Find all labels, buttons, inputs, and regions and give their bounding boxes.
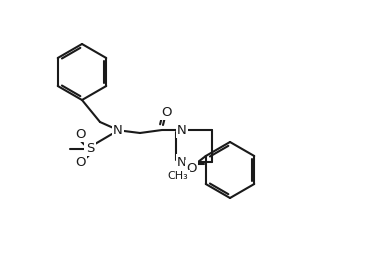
Text: N: N — [113, 123, 123, 137]
Text: CH₃: CH₃ — [168, 171, 188, 181]
Text: S: S — [86, 141, 94, 154]
Text: N: N — [177, 123, 187, 137]
Text: N: N — [177, 156, 187, 168]
Text: O: O — [186, 162, 197, 175]
Text: O: O — [161, 106, 171, 119]
Text: O: O — [75, 156, 85, 168]
Text: O: O — [75, 128, 85, 141]
